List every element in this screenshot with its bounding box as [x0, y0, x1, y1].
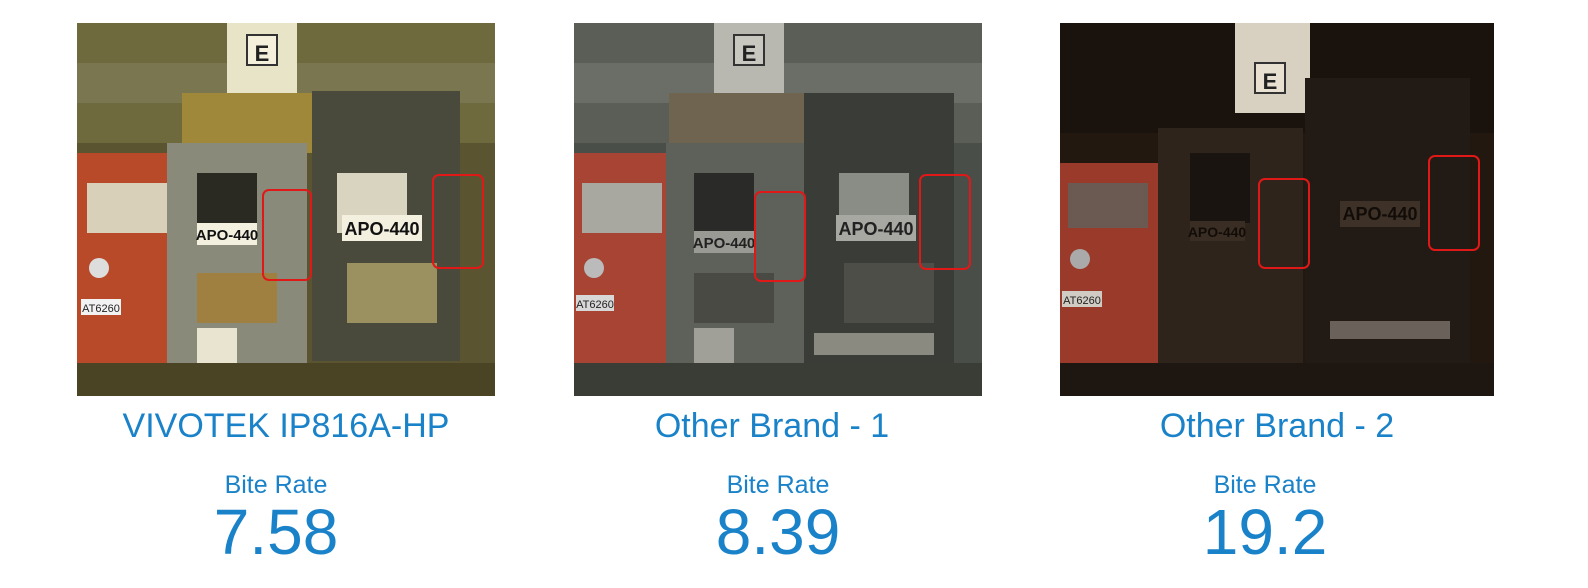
plate-text-2: APO-440	[1342, 204, 1417, 224]
camera-caption: VIVOTEK IP816A-HP	[122, 407, 450, 445]
comparison-panel-other-brand-2: E AT6260 APO-440 APO-440 Other Brand - 2…	[1060, 0, 1494, 588]
camera-caption: Other Brand - 1	[654, 407, 890, 445]
bit-rate-label: Bite Rate	[726, 471, 830, 499]
plate-text: APO-440	[1188, 224, 1247, 240]
camera-sample-photo: E AT6260 APO-440 APO-440	[77, 23, 495, 396]
bit-rate-value: 19.2	[1202, 496, 1328, 568]
chart-letter: E	[1263, 69, 1278, 94]
photo-scene: E AT6260 APO-440 APO-440	[77, 23, 495, 396]
camera-sample-photo: E AT6260 APO-440 APO-440	[574, 23, 982, 396]
highlight-box-right	[432, 174, 484, 269]
photo-scene: E AT6260 APO-440 APO-440	[574, 23, 982, 396]
car-plate: AT6260	[82, 303, 120, 315]
highlight-box-left	[754, 191, 806, 282]
comparison-panel-vivotek: E AT6260 APO-440 APO-440 VIVOTEK IP816A-…	[77, 0, 495, 588]
plate-text: APO-440	[196, 227, 259, 244]
highlight-box-right	[919, 174, 971, 270]
comparison-panel-other-brand-1: E AT6260 APO-440 APO-440 Other Brand - 1…	[574, 0, 982, 588]
plate-text: APO-440	[693, 235, 756, 252]
bit-rate-label: Bite Rate	[1213, 471, 1317, 499]
car-plate: AT6260	[1063, 295, 1101, 307]
highlight-box-right	[1428, 155, 1480, 251]
plate-text-2: APO-440	[344, 219, 419, 239]
chart-letter: E	[255, 41, 270, 66]
car-plate: AT6260	[576, 299, 614, 311]
chart-letter: E	[742, 41, 757, 66]
bit-rate-value: 7.58	[213, 496, 339, 568]
highlight-box-left	[262, 189, 312, 281]
plate-text-2: APO-440	[838, 219, 913, 239]
camera-caption: Other Brand - 2	[1159, 407, 1395, 445]
bit-rate-value: 8.39	[715, 496, 841, 568]
highlight-box-left	[1258, 178, 1310, 269]
bit-rate-label: Bite Rate	[224, 471, 328, 499]
photo-scene: E AT6260 APO-440 APO-440	[1060, 23, 1494, 396]
camera-sample-photo: E AT6260 APO-440 APO-440	[1060, 23, 1494, 396]
